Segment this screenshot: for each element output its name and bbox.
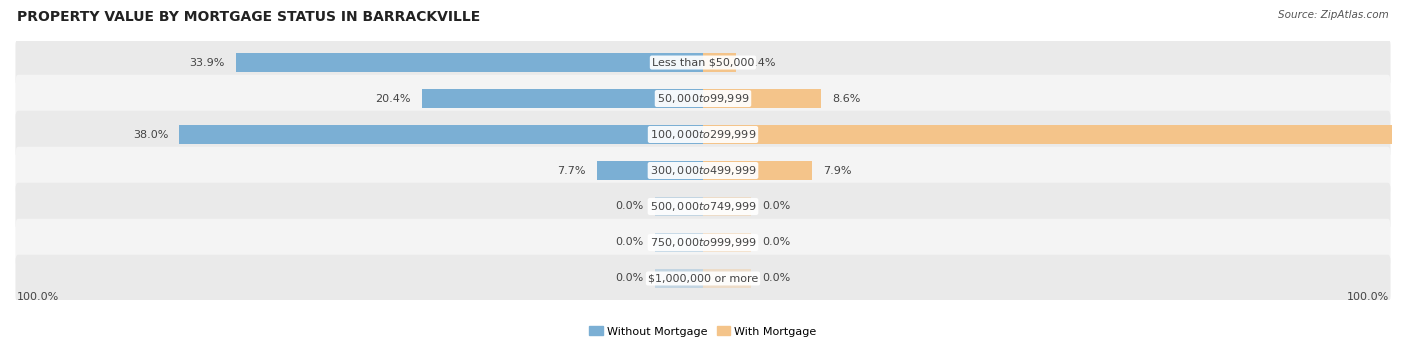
Bar	[655, 233, 703, 252]
Text: 0.0%: 0.0%	[616, 273, 644, 283]
Bar	[703, 233, 751, 252]
Bar	[655, 197, 703, 217]
Text: Source: ZipAtlas.com: Source: ZipAtlas.com	[1278, 10, 1389, 20]
Text: 2.4%: 2.4%	[747, 58, 776, 68]
Text: 0.0%: 0.0%	[616, 202, 644, 211]
Text: $1,000,000 or more: $1,000,000 or more	[648, 273, 758, 283]
Bar	[598, 161, 703, 180]
FancyBboxPatch shape	[15, 183, 1391, 230]
Text: 33.9%: 33.9%	[190, 58, 225, 68]
FancyBboxPatch shape	[15, 111, 1391, 158]
FancyBboxPatch shape	[15, 255, 1391, 302]
Text: 0.0%: 0.0%	[762, 273, 790, 283]
Legend: Without Mortgage, With Mortgage: Without Mortgage, With Mortgage	[585, 322, 821, 341]
Bar	[703, 161, 811, 180]
FancyBboxPatch shape	[15, 39, 1391, 86]
Bar	[703, 89, 821, 108]
Bar	[655, 269, 703, 288]
Bar	[703, 197, 751, 217]
Bar	[236, 53, 703, 72]
Text: 0.0%: 0.0%	[762, 202, 790, 211]
Bar	[180, 124, 703, 144]
Text: 20.4%: 20.4%	[375, 93, 411, 104]
FancyBboxPatch shape	[15, 75, 1391, 122]
Text: $500,000 to $749,999: $500,000 to $749,999	[650, 200, 756, 213]
Text: 7.7%: 7.7%	[557, 165, 586, 176]
Text: 7.9%: 7.9%	[823, 165, 852, 176]
Text: 100.0%: 100.0%	[1347, 292, 1389, 302]
Text: 38.0%: 38.0%	[134, 130, 169, 139]
Text: $50,000 to $99,999: $50,000 to $99,999	[657, 92, 749, 105]
Bar	[703, 53, 737, 72]
Text: PROPERTY VALUE BY MORTGAGE STATUS IN BARRACKVILLE: PROPERTY VALUE BY MORTGAGE STATUS IN BAR…	[17, 10, 479, 24]
Text: 8.6%: 8.6%	[832, 93, 860, 104]
Text: 100.0%: 100.0%	[17, 292, 59, 302]
FancyBboxPatch shape	[15, 147, 1391, 194]
Text: Less than $50,000: Less than $50,000	[652, 58, 754, 68]
Bar	[703, 124, 1406, 144]
Text: 0.0%: 0.0%	[616, 237, 644, 248]
Text: 0.0%: 0.0%	[762, 237, 790, 248]
Text: $750,000 to $999,999: $750,000 to $999,999	[650, 236, 756, 249]
Text: $100,000 to $299,999: $100,000 to $299,999	[650, 128, 756, 141]
FancyBboxPatch shape	[15, 219, 1391, 266]
Bar	[703, 269, 751, 288]
Text: $300,000 to $499,999: $300,000 to $499,999	[650, 164, 756, 177]
Bar	[422, 89, 703, 108]
